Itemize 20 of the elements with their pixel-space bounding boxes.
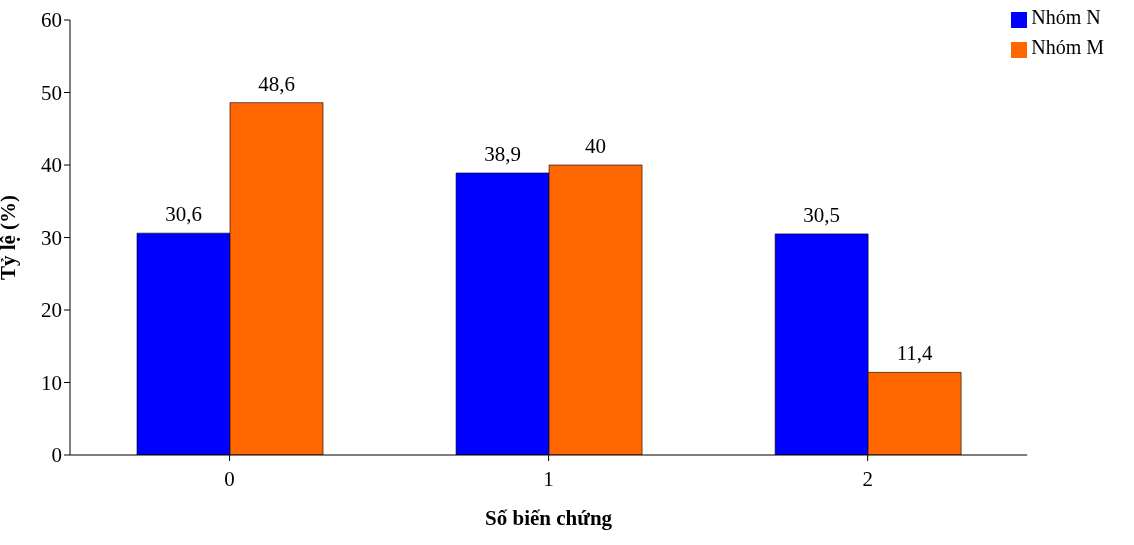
- legend-label: Nhóm N: [1031, 6, 1101, 28]
- y-tick-label: 10: [41, 370, 62, 395]
- y-tick-label: 30: [41, 225, 62, 250]
- y-tick-label: 0: [51, 443, 62, 468]
- y-axis-title: Tỷ lệ (%): [0, 194, 21, 281]
- x-tick-label: 1: [543, 466, 554, 491]
- legend-label: Nhóm M: [1031, 36, 1104, 58]
- data-label: 30,5: [803, 202, 841, 227]
- y-tick-label: 60: [41, 8, 62, 33]
- x-axis-title: Số biến chứng: [485, 506, 613, 530]
- x-tick-label: 2: [862, 466, 873, 491]
- data-label: 38,9: [484, 141, 521, 166]
- y-tick-label: 50: [41, 80, 62, 105]
- data-label: 48,6: [258, 71, 295, 96]
- data-label: 30,6: [165, 202, 202, 227]
- y-tick-label: 40: [41, 153, 62, 178]
- data-label: 11,4: [896, 341, 934, 366]
- y-tick-label: 20: [41, 298, 62, 323]
- x-tick-label: 0: [224, 466, 235, 491]
- data-label: 40: [585, 134, 607, 158]
